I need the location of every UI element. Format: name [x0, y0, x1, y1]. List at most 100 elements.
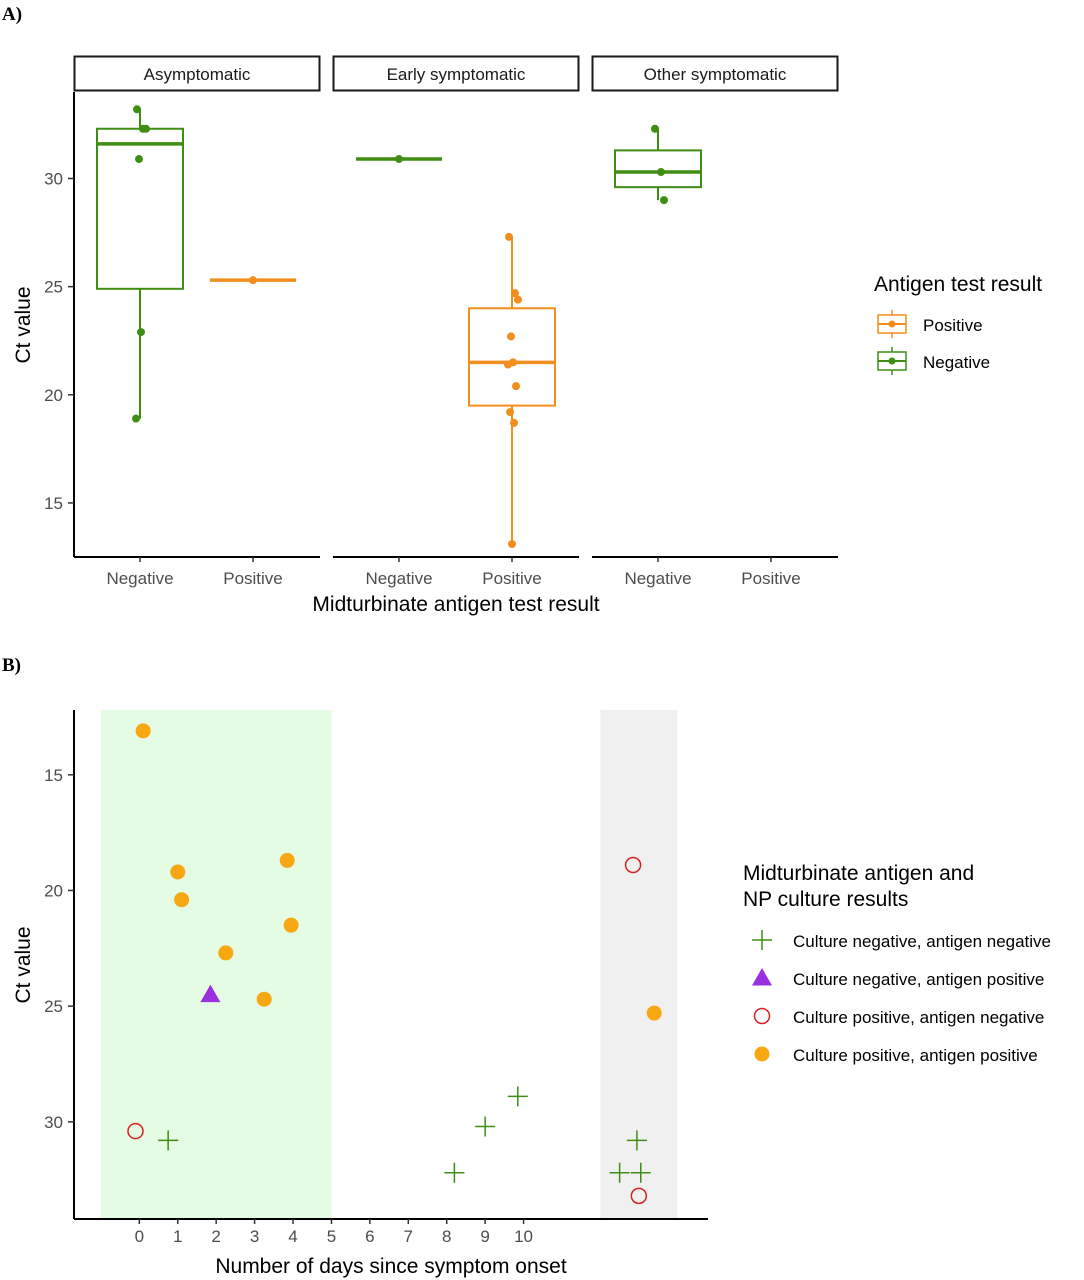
shaded-region — [600, 710, 678, 1219]
data-point — [624, 856, 642, 874]
data-point — [630, 1162, 651, 1183]
data-point — [475, 1116, 496, 1137]
legend-label: Culture positive, antigen positive — [793, 1046, 1038, 1065]
data-point — [626, 1130, 647, 1151]
legend-label: Culture positive, antigen negative — [793, 1008, 1044, 1027]
iqr-box — [96, 127, 184, 290]
x-tick-label: Positive — [223, 569, 283, 588]
x-tick-label: 1 — [173, 1227, 182, 1246]
legend-key-plus — [752, 930, 772, 950]
data-point — [510, 418, 518, 427]
legend-key-open-circle — [753, 1007, 771, 1025]
box-negative — [614, 124, 702, 205]
legend-item-positive: Positive — [877, 310, 983, 338]
legend-item-negative: Negative — [877, 347, 990, 375]
data-point — [142, 124, 150, 133]
x-tick-label: Positive — [482, 569, 542, 588]
data-point — [170, 864, 186, 880]
x-tick-label: 2 — [211, 1227, 220, 1246]
facet-strip-label: Early symptomatic — [387, 65, 526, 84]
y-tick-label: 30 — [44, 1113, 63, 1132]
legend-key-point — [888, 320, 896, 328]
x-axis-title: Number of days since symptom onset — [215, 1255, 566, 1278]
data-point — [512, 382, 520, 391]
legend-item-triangle: Culture negative, antigen positive — [752, 968, 1044, 989]
data-point — [505, 232, 513, 241]
legend-label: Positive — [923, 316, 983, 335]
facet-strip — [332, 55, 580, 92]
scatter-plot-panel: 15 20 25 30 0 1 2 3 4 5 6 7 8 9 10 Number of days since… — [12, 710, 1051, 1278]
data-point — [646, 1005, 662, 1021]
legend-item-filled-circle: Culture positive, antigen positive — [754, 1046, 1038, 1065]
data-point — [511, 289, 519, 298]
data-point — [279, 852, 295, 868]
panel-b-tag: B) — [2, 655, 21, 676]
data-point — [657, 168, 665, 177]
data-point — [283, 917, 299, 933]
data-point — [506, 408, 514, 417]
box-negative — [96, 105, 184, 423]
data-point — [514, 295, 522, 304]
legend-key-filled-circle — [754, 1046, 770, 1062]
x-tick-label: 7 — [404, 1227, 413, 1246]
box-negative — [356, 155, 442, 164]
series-filled-circle — [135, 723, 662, 1021]
box-positive — [468, 232, 556, 549]
facet-strip — [591, 55, 839, 92]
data-point — [504, 360, 512, 369]
x-tick-label: 6 — [365, 1227, 374, 1246]
y-tick-label: 15 — [44, 494, 63, 513]
data-point — [135, 155, 143, 164]
legend-label: Culture negative, antigen negative — [793, 932, 1051, 951]
data-point — [218, 945, 234, 961]
x-tick-label: Negative — [106, 569, 173, 588]
data-point — [200, 984, 221, 1003]
shaded-region — [100, 710, 332, 1219]
y-axis-title: Ct value — [12, 926, 35, 1003]
box-plot-panel: Asymptomatic Negative Positive Early sympto… — [12, 55, 1042, 616]
data-point — [507, 332, 515, 341]
facet-strip-label: Other symptomatic — [644, 65, 787, 84]
data-point — [137, 328, 145, 337]
iqr-box — [614, 149, 702, 189]
x-tick-label: Negative — [365, 569, 432, 588]
x-tick-label: Positive — [741, 569, 801, 588]
series-triangle — [200, 984, 221, 1003]
x-tick-label: 0 — [135, 1227, 144, 1246]
data-point — [127, 1122, 144, 1140]
data-point — [135, 723, 151, 739]
legend-label: Negative — [923, 353, 990, 372]
facet-strip-label: Asymptomatic — [144, 65, 251, 84]
y-tick-label: 25 — [44, 997, 63, 1016]
y-tick-label: 15 — [44, 766, 63, 785]
data-point — [444, 1162, 465, 1183]
y-tick-label: 25 — [44, 278, 63, 297]
data-point — [630, 1187, 648, 1205]
x-tick-label: Negative — [624, 569, 691, 588]
data-point — [133, 105, 141, 114]
legend-title: Antigen test result — [874, 273, 1042, 296]
legend-item-open-circle: Culture positive, antigen negative — [753, 1007, 1044, 1027]
panel-a-tag: A) — [2, 4, 22, 25]
y-axis-title: Ct value — [12, 286, 35, 363]
data-point — [507, 1086, 528, 1107]
y-tick-label: 20 — [44, 386, 63, 405]
series-plus — [158, 1086, 651, 1183]
data-point — [249, 276, 257, 285]
x-tick-label: 4 — [288, 1227, 297, 1246]
y-tick-label: 30 — [44, 170, 63, 189]
data-point — [508, 540, 516, 549]
data-point — [132, 414, 140, 423]
box-positive — [210, 276, 296, 285]
legend-key-point — [888, 357, 896, 365]
legend-item-plus: Culture negative, antigen negative — [752, 930, 1051, 951]
data-point — [256, 991, 272, 1007]
series-open-circle — [127, 856, 648, 1205]
data-point — [651, 124, 659, 133]
data-point — [395, 155, 403, 164]
x-tick-label: 5 — [327, 1227, 336, 1246]
data-point — [609, 1162, 630, 1183]
x-tick-label: 9 — [480, 1227, 489, 1246]
data-point — [158, 1130, 179, 1151]
legend-title-line-1: Midturbinate antigen and — [743, 862, 974, 885]
